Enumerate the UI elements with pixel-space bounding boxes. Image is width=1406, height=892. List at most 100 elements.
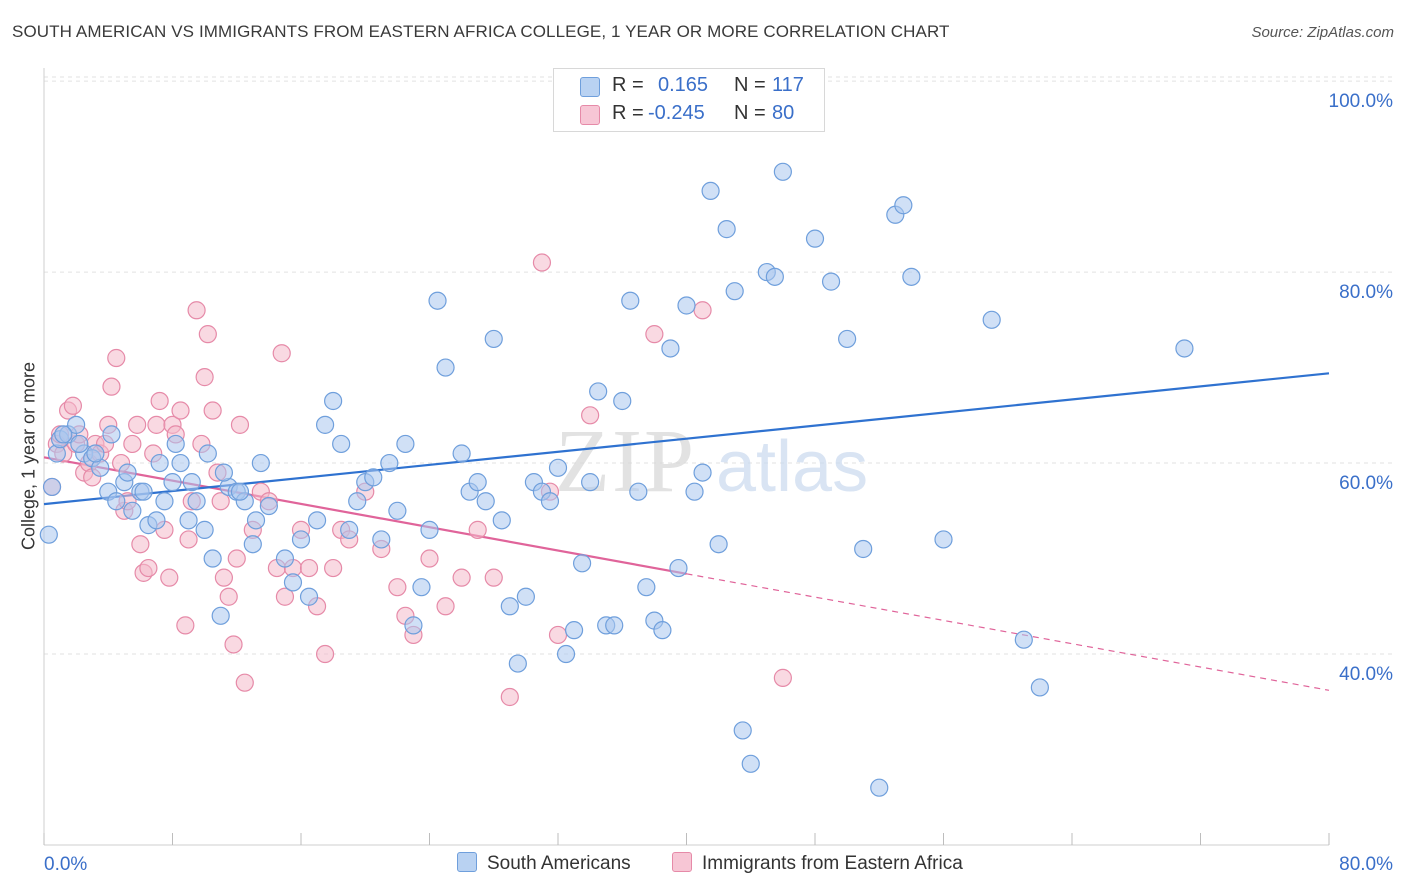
scatter-point: [894, 196, 913, 215]
scatter-point: [773, 668, 792, 687]
scatter-point: [224, 635, 243, 654]
x-tick-label-max: 80.0%: [1339, 854, 1393, 875]
scatter-point: [629, 482, 648, 501]
scatter-point: [428, 291, 447, 310]
n-label: N =: [734, 74, 766, 96]
scatter-point: [182, 473, 201, 492]
scatter-point: [540, 492, 560, 511]
scatter-point: [150, 453, 169, 473]
scatter-point: [613, 391, 632, 411]
scatter-point: [685, 482, 704, 501]
y-axis-label: College, 1 year or more: [18, 361, 39, 551]
scatter-point: [380, 453, 399, 473]
r-label: R =: [612, 102, 644, 124]
scatter-point: [299, 558, 319, 578]
scatter-point: [605, 616, 624, 635]
scatter-point: [436, 597, 455, 616]
y-tick-label: 60.0%: [1339, 473, 1393, 494]
scatter-point: [139, 558, 158, 578]
scatter-point: [581, 406, 600, 425]
scatter-point: [171, 401, 190, 420]
scatter-point: [468, 520, 487, 539]
scatter-point: [203, 549, 222, 568]
scatter-point: [452, 444, 471, 463]
scatter-point: [195, 368, 214, 387]
legend-swatch-blue: [457, 852, 477, 872]
scatter-point: [299, 587, 319, 606]
scatter-point: [468, 473, 487, 492]
r-value: 0.165: [658, 74, 709, 96]
scatter-point: [219, 587, 238, 606]
scatter-point: [412, 578, 431, 597]
scatter-point: [484, 329, 503, 349]
scatter-point: [508, 654, 527, 673]
legend-label: Immigrants from Eastern Africa: [702, 853, 963, 874]
watermark-atlas: atlas: [716, 427, 868, 507]
axis-ticks: 100.0% 80.0% 60.0% 40.0% 0.0% 80.0%: [43, 91, 1393, 875]
y-tick-label: 40.0%: [1339, 664, 1393, 685]
scatter-point: [492, 511, 511, 530]
scatter-point: [107, 348, 126, 368]
y-tick-label: 80.0%: [1339, 282, 1393, 303]
scatter-point: [364, 468, 383, 487]
scatter-point: [765, 267, 784, 286]
scatter-point: [637, 578, 656, 597]
legend-row-south-americans: R = 0.165 N = 117: [554, 72, 824, 100]
scatter-point: [54, 425, 73, 444]
scatter-point: [251, 453, 270, 473]
scatter-point: [203, 401, 222, 420]
scatter-point: [123, 434, 142, 454]
scatter-point: [725, 282, 744, 301]
scatter-point: [701, 181, 720, 201]
scatter-point: [452, 568, 471, 587]
scatter-point: [291, 530, 311, 549]
scatter-point: [63, 396, 83, 415]
scatter-point: [230, 482, 250, 501]
scatter-point: [70, 434, 89, 454]
scatter-point: [131, 535, 150, 554]
scatter-point: [123, 501, 142, 520]
scatter-point: [275, 549, 295, 568]
r-label: R =: [612, 74, 644, 96]
scatter-point: [171, 453, 190, 473]
scatter-point: [86, 444, 105, 463]
legend-item-eastern-africa[interactable]: Immigrants from Eastern Africa: [672, 852, 963, 878]
trend-line-south-americans: [43, 372, 1330, 506]
scatter-point: [227, 549, 246, 568]
scatter-point: [717, 220, 736, 239]
scatter-point: [179, 511, 198, 530]
legend-swatch-pink: [580, 105, 600, 125]
scatter-point: [1175, 339, 1194, 358]
scatter-point: [677, 296, 696, 315]
scatter-point: [315, 644, 335, 664]
scatter-point: [128, 415, 147, 434]
scatter-point: [838, 329, 857, 349]
scatter-point: [332, 434, 351, 454]
r-value: -0.245: [648, 102, 705, 124]
scatter-point: [581, 473, 600, 492]
scatter-point: [198, 325, 217, 344]
scatter-point: [275, 587, 295, 606]
scatter-point: [102, 377, 121, 396]
legend-item-south-americans[interactable]: South Americans: [457, 852, 631, 878]
scatter-point: [669, 558, 688, 578]
n-value: 117: [772, 74, 804, 96]
scatter-point: [982, 310, 1001, 329]
scatter-point: [230, 415, 250, 434]
scatter-point: [548, 458, 568, 477]
scatter-point: [548, 625, 568, 645]
scatter-point: [147, 511, 166, 530]
scatter-point: [773, 162, 792, 181]
scatter-point: [741, 754, 760, 773]
scatter-point: [645, 325, 664, 344]
n-label: N =: [734, 102, 766, 124]
scatter-point: [484, 568, 503, 587]
scatter-point: [272, 344, 291, 363]
scatter-point: [211, 606, 230, 625]
scatter-point: [176, 616, 195, 635]
scatter-point: [166, 434, 185, 454]
chart-title: SOUTH AMERICAN VS IMMIGRANTS FROM EASTER…: [12, 22, 950, 41]
scatter-point: [187, 492, 206, 511]
scatter-point: [572, 554, 592, 573]
scatter-point: [372, 530, 391, 549]
